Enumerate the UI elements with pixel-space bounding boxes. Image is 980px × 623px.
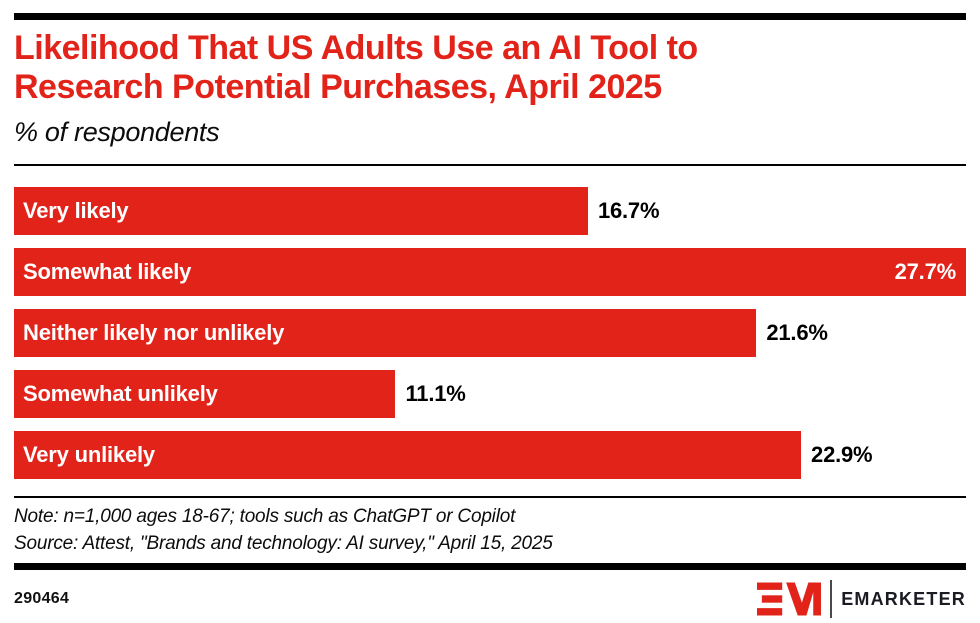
bar-category-label: Somewhat unlikely — [23, 381, 218, 406]
bar-category-label: Very likely — [23, 198, 129, 223]
bar-row: 21.6% Neither likely nor unlikely — [14, 309, 966, 357]
emarketer-logo-mark-icon — [757, 582, 822, 616]
bar-row: 22.9% Very unlikely — [14, 431, 966, 479]
emarketer-logo: EMARKETER — [757, 580, 966, 618]
source-text: Source: Attest, "Brands and technology: … — [14, 533, 553, 554]
brand-name: EMARKETER — [841, 588, 966, 609]
bar-row: 11.1% Somewhat unlikely — [14, 370, 966, 418]
chart-subtitle: % of respondents — [14, 117, 220, 147]
bar-chart: 16.7% Very likely Somewhat likely 27.7% 21.6… — [14, 187, 966, 479]
header-divider — [14, 164, 966, 166]
notes-block: Note: n=1,000 ages 18-67; tools such as … — [14, 503, 966, 557]
bar-category-label: Very unlikely — [23, 442, 155, 467]
bar: Neither likely nor unlikely — [14, 309, 757, 357]
title-line-1: Likelihood That US Adults Use an AI Tool… — [14, 29, 698, 67]
bar: Very unlikely — [14, 431, 802, 479]
note-text: Note: n=1,000 ages 18-67; tools such as … — [14, 506, 516, 527]
bar-category-label: Neither likely nor unlikely — [23, 320, 285, 345]
bar-value-label: 27.7% — [894, 259, 957, 284]
title-line-2: Research Potential Purchases, April 2025 — [14, 68, 662, 106]
bar-value-label: 16.7% — [597, 198, 660, 223]
bar-row: Somewhat likely 27.7% — [14, 248, 966, 296]
bar-category-label: Somewhat likely — [23, 259, 192, 284]
notes-divider — [14, 496, 966, 498]
footer: 290464 EMARKETER — [14, 580, 966, 618]
bar-value-label: 11.1% — [405, 381, 466, 406]
bar-value-label: 21.6% — [766, 320, 828, 345]
bar-value-label: 22.9% — [811, 442, 873, 467]
top-rule — [14, 13, 966, 20]
logo-divider — [830, 580, 833, 618]
bar-row: 16.7% Very likely — [14, 187, 966, 235]
bottom-rule — [14, 563, 966, 570]
bar: Somewhat unlikely — [14, 370, 396, 418]
chart-id: 290464 — [14, 590, 70, 607]
bar: Very likely — [14, 187, 588, 235]
page-title: Likelihood That US Adults Use an AI Tool… — [14, 29, 966, 107]
bar: Somewhat likely 27.7% — [14, 248, 966, 296]
